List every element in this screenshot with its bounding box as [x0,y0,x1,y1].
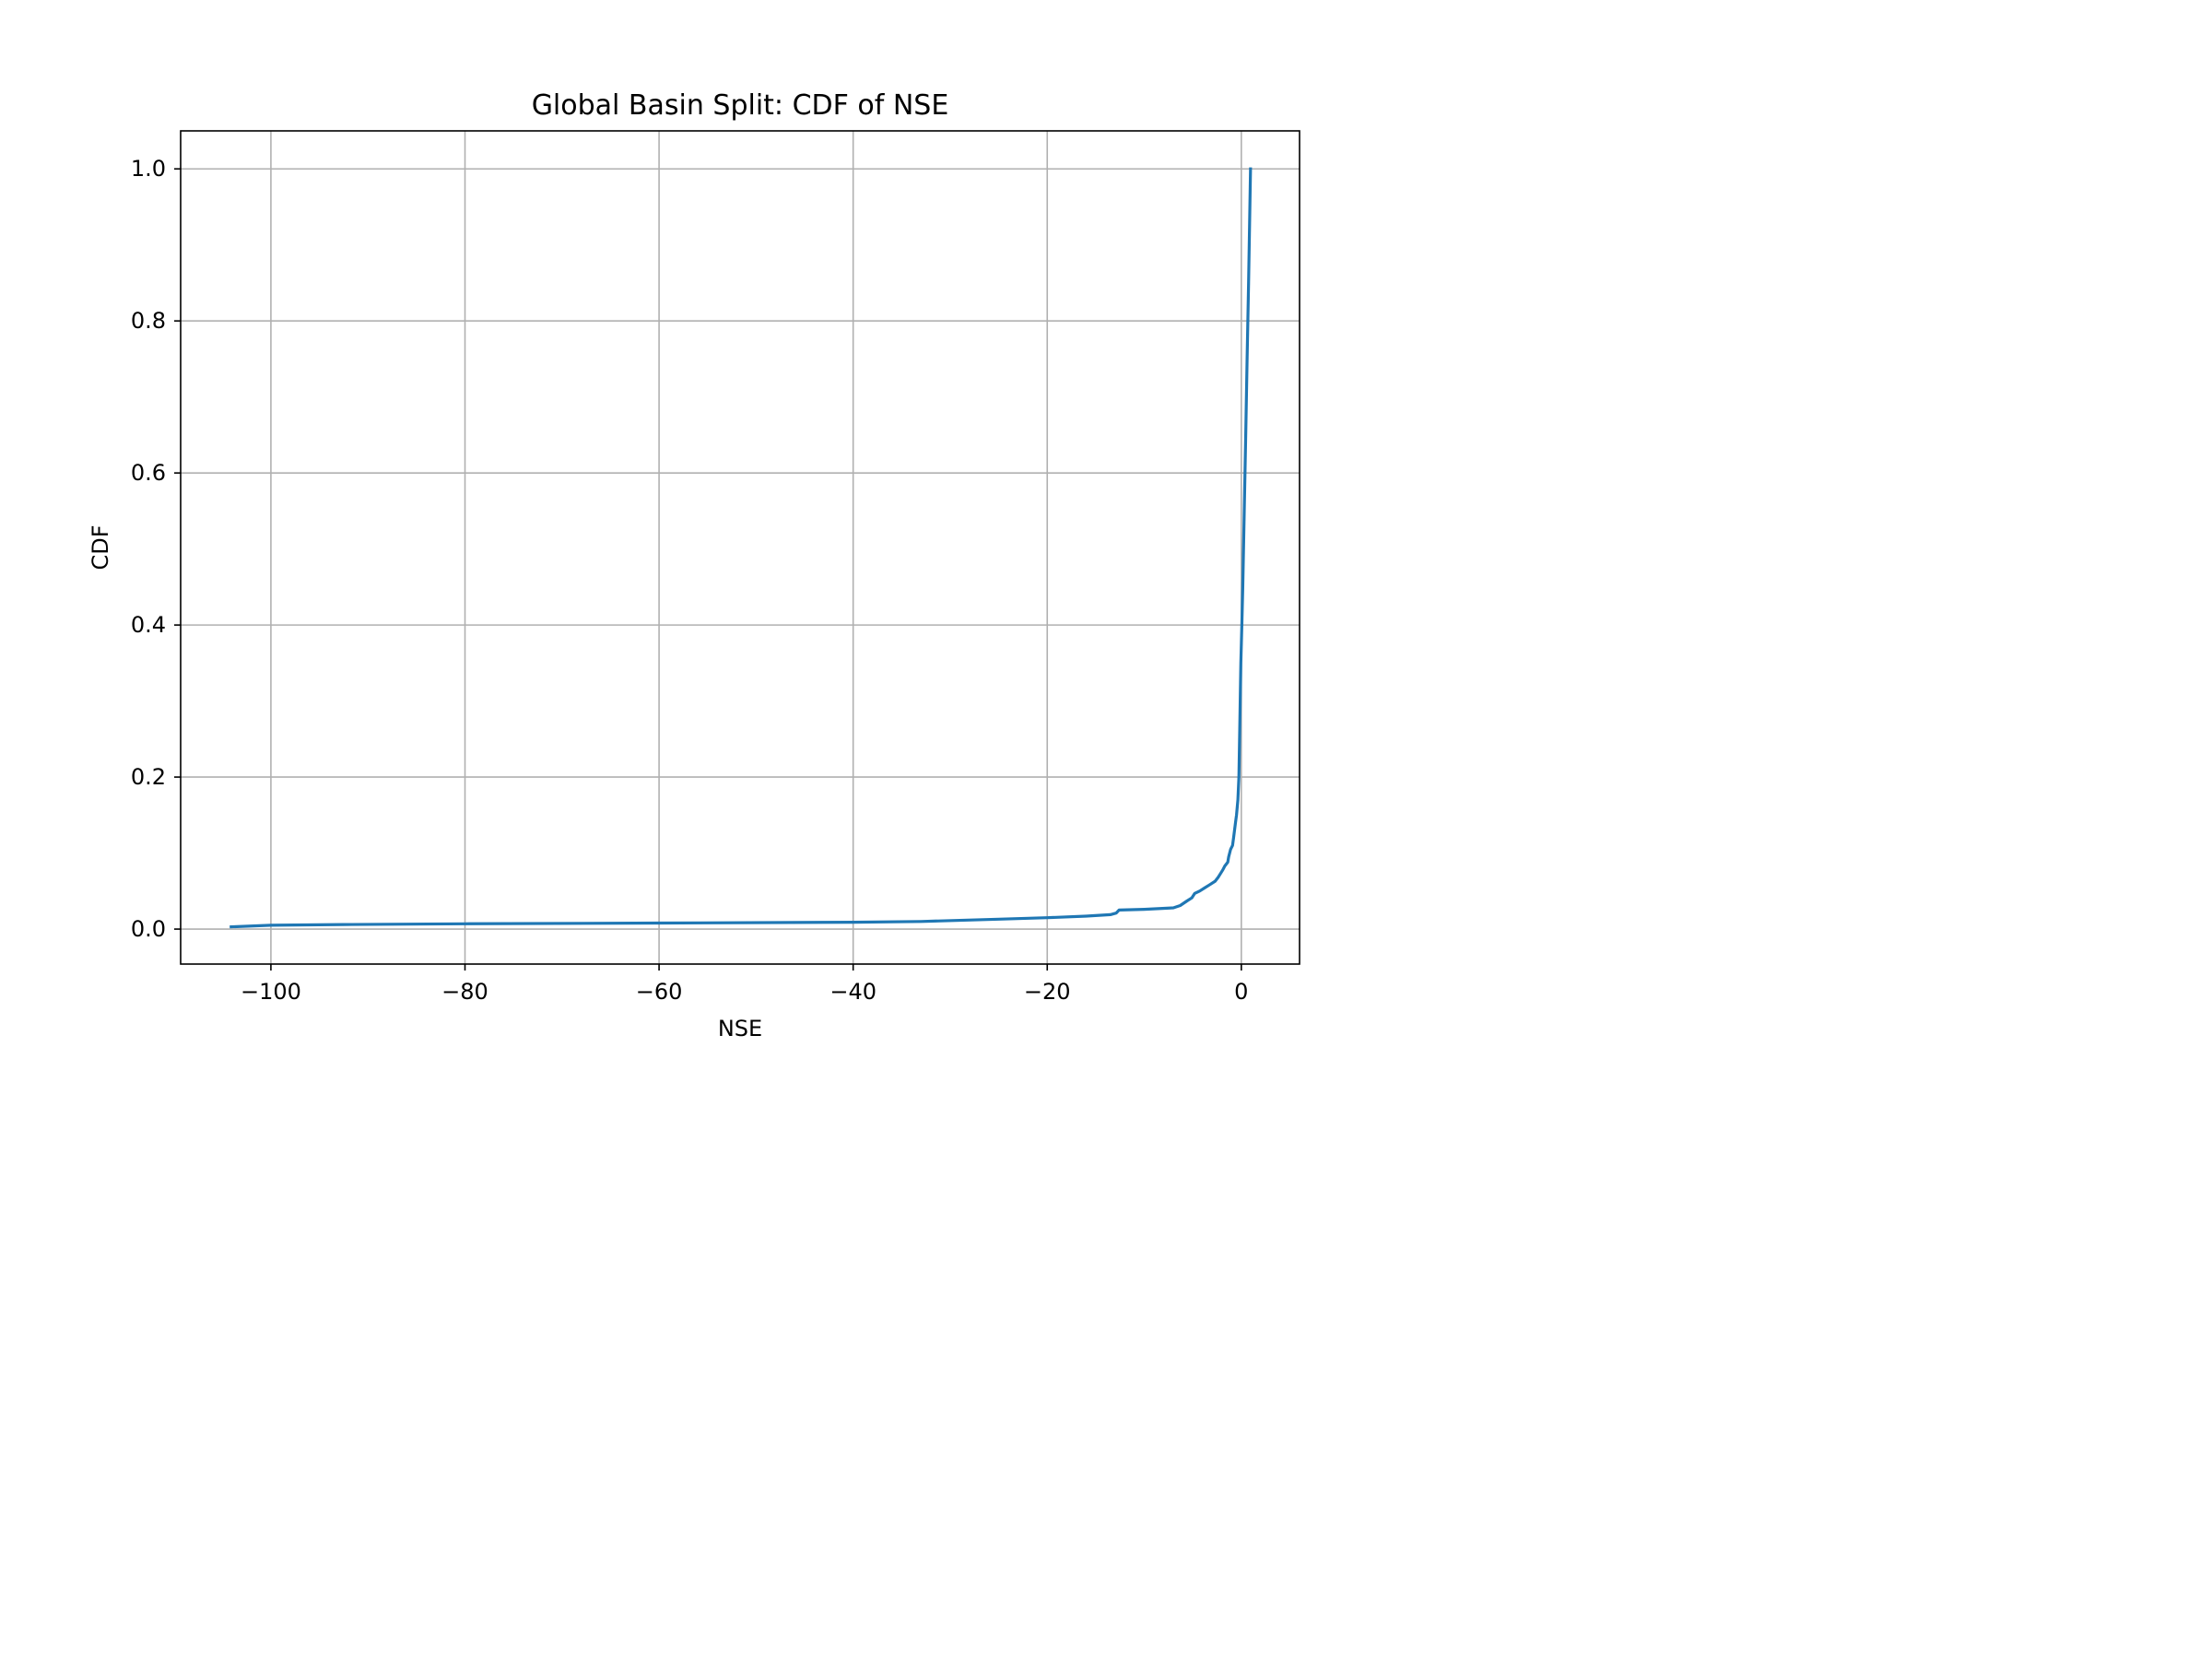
chart-title: Global Basin Split: CDF of NSE [532,89,949,122]
series-layer [229,167,1253,929]
y-tick-label: 1.0 [131,156,166,182]
y-axis-label: CDF [88,524,113,570]
y-tick-label: 0.6 [131,460,166,486]
x-tick-label: −60 [636,979,683,1005]
x-tick-label: −100 [241,979,301,1005]
x-tick-label: −40 [830,979,877,1005]
y-tick-label: 0.0 [131,916,166,942]
chart: −100 −80 −60 −40 −20 0 0.0 0.2 0.4 0.6 0.8 1.0 Glob… [0,0,1430,1073]
x-tick-label: −20 [1024,979,1071,1005]
y-tick-label: 0.2 [131,764,166,790]
x-axis-label: NSE [718,1016,762,1041]
ticks: −100 −80 −60 −40 −20 0 0.0 0.2 0.4 0.6 0.8 1.0 [131,156,1249,1005]
figure-background [0,0,1430,1073]
x-tick-label: 0 [1234,979,1248,1005]
grid [181,131,1300,964]
x-tick-label: −80 [441,979,488,1005]
y-tick-label: 0.8 [131,308,166,334]
plot-frame [180,130,1300,965]
cdf-line [229,167,1253,929]
y-tick-label: 0.4 [131,612,166,638]
